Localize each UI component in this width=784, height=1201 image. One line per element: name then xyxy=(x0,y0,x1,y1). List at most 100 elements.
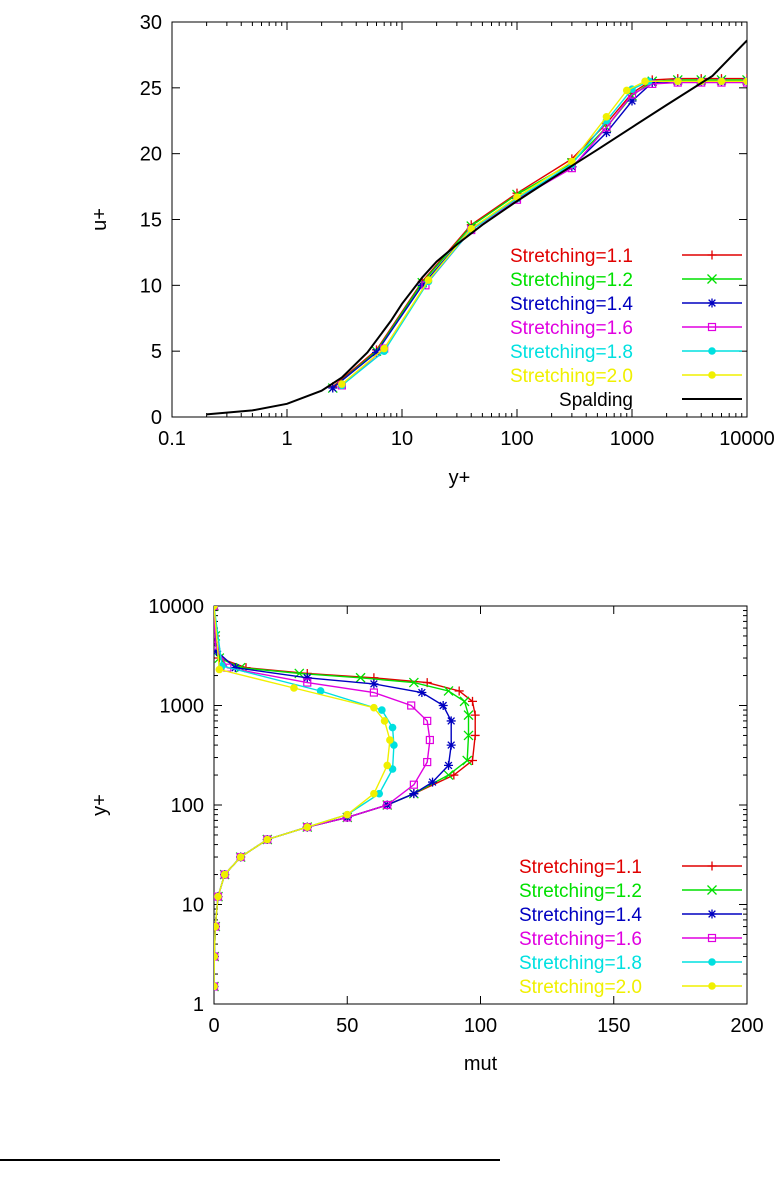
y-tick-label: 10 xyxy=(140,275,162,297)
data-point xyxy=(423,757,432,767)
legend-label-stretching-1-2: Stretching=1.2 xyxy=(510,270,633,291)
legend-label-stretching-1-1: Stretching=1.1 xyxy=(519,857,642,878)
data-point xyxy=(602,113,611,121)
legend-label-stretching-1-6: Stretching=1.6 xyxy=(519,929,642,950)
series-spalding xyxy=(206,39,747,416)
y-axis-label: u+ xyxy=(89,208,111,231)
legend-marker xyxy=(707,885,717,895)
series-line-spalding xyxy=(206,39,747,416)
y-tick-label: 100 xyxy=(171,795,204,817)
data-point xyxy=(463,710,474,721)
data-point xyxy=(446,740,456,750)
data-point xyxy=(302,673,312,683)
data-point xyxy=(355,672,366,683)
data-point xyxy=(459,696,470,707)
data-point xyxy=(214,892,222,901)
legend-marker xyxy=(708,371,716,379)
data-point xyxy=(378,706,386,714)
x-tick-label: 200 xyxy=(730,1015,763,1037)
series-line-stretching-1-8 xyxy=(214,606,395,987)
data-point xyxy=(214,922,220,931)
legend-label-spalding: Spalding xyxy=(559,390,633,411)
data-point xyxy=(425,735,434,745)
data-point xyxy=(338,380,346,388)
x-tick-label: 1 xyxy=(281,428,292,450)
series-stretching-1-2 xyxy=(214,606,474,992)
data-point xyxy=(343,810,352,819)
y-tick-label: 1 xyxy=(193,994,204,1016)
data-point xyxy=(370,703,378,712)
series-line-stretching-1-1 xyxy=(332,77,747,388)
y-tick-label: 5 xyxy=(151,341,162,363)
data-point xyxy=(383,800,392,810)
data-point xyxy=(215,665,224,674)
x-tick-label: 1000 xyxy=(610,428,655,450)
x-tick-label: 0.1 xyxy=(158,428,186,450)
data-point xyxy=(214,606,218,610)
legend-marker xyxy=(707,861,717,871)
legend-marker xyxy=(707,274,717,284)
data-point xyxy=(390,741,398,749)
x-tick-label: 10 xyxy=(391,428,413,450)
legend-label-stretching-1-1: Stretching=1.1 xyxy=(510,246,633,267)
data-point xyxy=(303,823,312,831)
data-point xyxy=(568,157,576,166)
series-stretching-2-0 xyxy=(338,77,747,388)
data-point xyxy=(743,77,747,86)
series-line-stretching-2-0 xyxy=(214,606,391,987)
data-point xyxy=(375,789,384,798)
data-point xyxy=(383,761,392,770)
legend-marker xyxy=(707,933,717,943)
y-axis-label: y+ xyxy=(89,794,111,816)
y-tick-label: 25 xyxy=(140,78,162,100)
data-point xyxy=(717,77,726,86)
legend-label-stretching-1-4: Stretching=1.4 xyxy=(510,294,633,315)
data-point xyxy=(467,224,476,233)
legend-label-stretching-1-6: Stretching=1.6 xyxy=(510,318,633,339)
data-point xyxy=(470,730,480,740)
legend-label-stretching-1-8: Stretching=1.8 xyxy=(510,342,633,363)
data-point xyxy=(641,77,649,86)
y-tick-label: 10 xyxy=(182,895,204,917)
data-point xyxy=(443,686,454,696)
x-tick-label: 10000 xyxy=(719,428,775,450)
series-line-stretching-1-1 xyxy=(214,606,476,987)
data-point xyxy=(386,736,394,744)
data-point xyxy=(444,760,454,770)
plot-frame xyxy=(213,605,748,1005)
y-tick-label: 0 xyxy=(151,407,162,429)
data-point xyxy=(428,777,438,787)
data-point xyxy=(388,723,397,732)
data-point xyxy=(454,686,464,696)
data-point xyxy=(449,770,459,780)
legend-marker xyxy=(707,298,717,308)
data-point xyxy=(369,688,378,697)
data-point xyxy=(443,770,454,781)
data-point xyxy=(423,716,432,726)
data-point xyxy=(409,780,418,789)
series-line-stretching-1-6 xyxy=(214,606,431,987)
legend-label-stretching-1-8: Stretching=1.8 xyxy=(519,953,642,974)
data-point xyxy=(470,710,480,720)
data-point xyxy=(627,96,637,106)
x-axis-label: mut xyxy=(464,1053,498,1075)
data-point xyxy=(468,756,478,766)
legend-label-stretching-2-0: Stretching=2.0 xyxy=(510,366,633,387)
y-tick-label: 20 xyxy=(140,144,162,166)
legend-marker xyxy=(708,958,716,966)
data-point xyxy=(380,717,389,725)
legend-marker xyxy=(707,322,717,332)
y-tick-label: 15 xyxy=(140,210,162,232)
legend-marker xyxy=(708,347,716,355)
data-point xyxy=(214,982,218,991)
series-line-stretching-1-2 xyxy=(214,606,470,987)
data-point xyxy=(220,870,229,879)
data-point xyxy=(673,77,682,86)
data-point xyxy=(438,701,448,710)
data-point xyxy=(328,383,338,393)
chart-u-plus-vs-y-plus: 0.1 1 10 100 1000 10000 0 5 10 15 20 25 30 y+ u+ Stretc… xyxy=(89,12,775,489)
legend-marker xyxy=(708,982,716,990)
series-stretching-2-0 xyxy=(214,606,394,991)
legend-label-stretching-2-0: Stretching=2.0 xyxy=(519,977,642,998)
